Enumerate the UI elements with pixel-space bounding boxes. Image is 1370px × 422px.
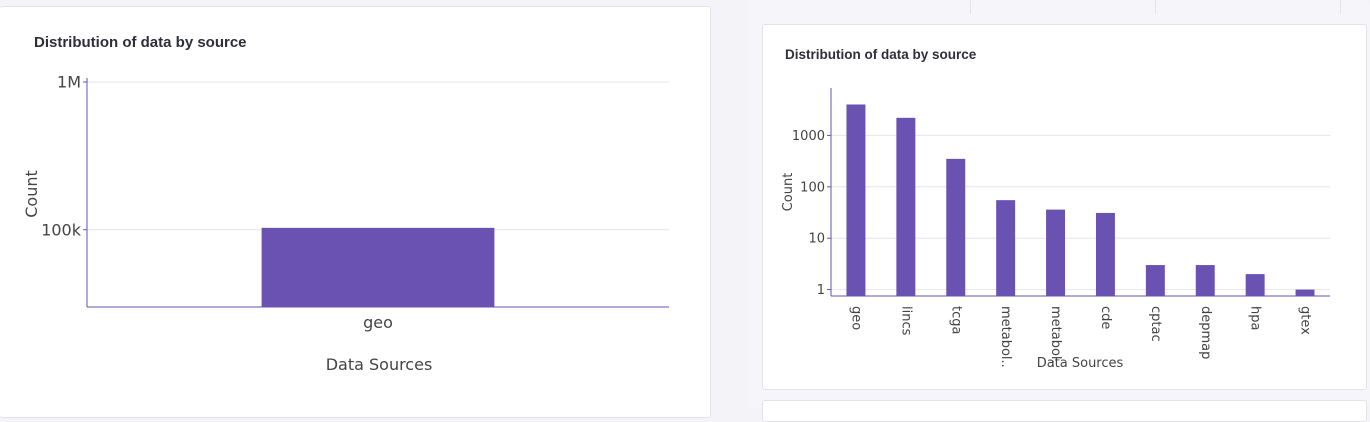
bar — [1295, 289, 1315, 296]
y-tick-label: 100k — [41, 220, 82, 239]
y-tick-label: 100 — [800, 180, 825, 195]
x-tick-label: gtex — [1298, 306, 1313, 335]
x-tick-label: geo — [363, 313, 393, 332]
bar — [996, 200, 1016, 296]
y-tick-label: 10 — [808, 232, 825, 247]
y-tick-label: 1 — [817, 283, 825, 298]
bar — [1245, 274, 1265, 296]
bar — [1145, 265, 1165, 296]
x-tick-label: hpa — [1248, 306, 1263, 330]
x-tick-label: metabol.. — [998, 306, 1013, 368]
top-strip-cell — [970, 0, 1156, 14]
y-axis-title: Count — [781, 173, 796, 212]
chart-title: Distribution of data by source — [34, 34, 247, 51]
x-tick-label: tcga — [948, 306, 963, 334]
x-tick-label: cde — [1098, 306, 1113, 329]
top-strip-cell — [748, 0, 971, 14]
chart-card-left — [0, 6, 711, 418]
bar-chart-right: 1 10 100 1000 geo lincs tcga metabol.. metabol..… — [781, 88, 1330, 371]
bar — [946, 158, 966, 296]
bar — [896, 117, 916, 297]
bar-chart-left: 100k 1M geo Data Sources Count — [22, 73, 669, 374]
bar — [1095, 212, 1115, 296]
y-tick-label: 1000 — [792, 129, 825, 144]
bar — [1046, 209, 1066, 296]
y-axis-title: Count — [22, 170, 41, 218]
bar — [846, 104, 866, 296]
y-tick-label: 1M — [57, 73, 81, 92]
x-tick-label: metabol.. — [1048, 306, 1063, 368]
x-tick-label: cptac — [1148, 306, 1163, 342]
chart-title: Distribution of data by source — [785, 47, 977, 62]
x-axis-title: Data Sources — [1037, 356, 1124, 371]
x-tick-label: depmap — [1198, 306, 1213, 359]
x-axis-title: Data Sources — [326, 355, 433, 374]
bar — [261, 227, 495, 307]
bar — [1195, 265, 1215, 296]
x-tick-label: lincs — [898, 306, 913, 336]
top-strip-cell — [1155, 0, 1341, 14]
x-tick-label: geo — [848, 306, 863, 330]
